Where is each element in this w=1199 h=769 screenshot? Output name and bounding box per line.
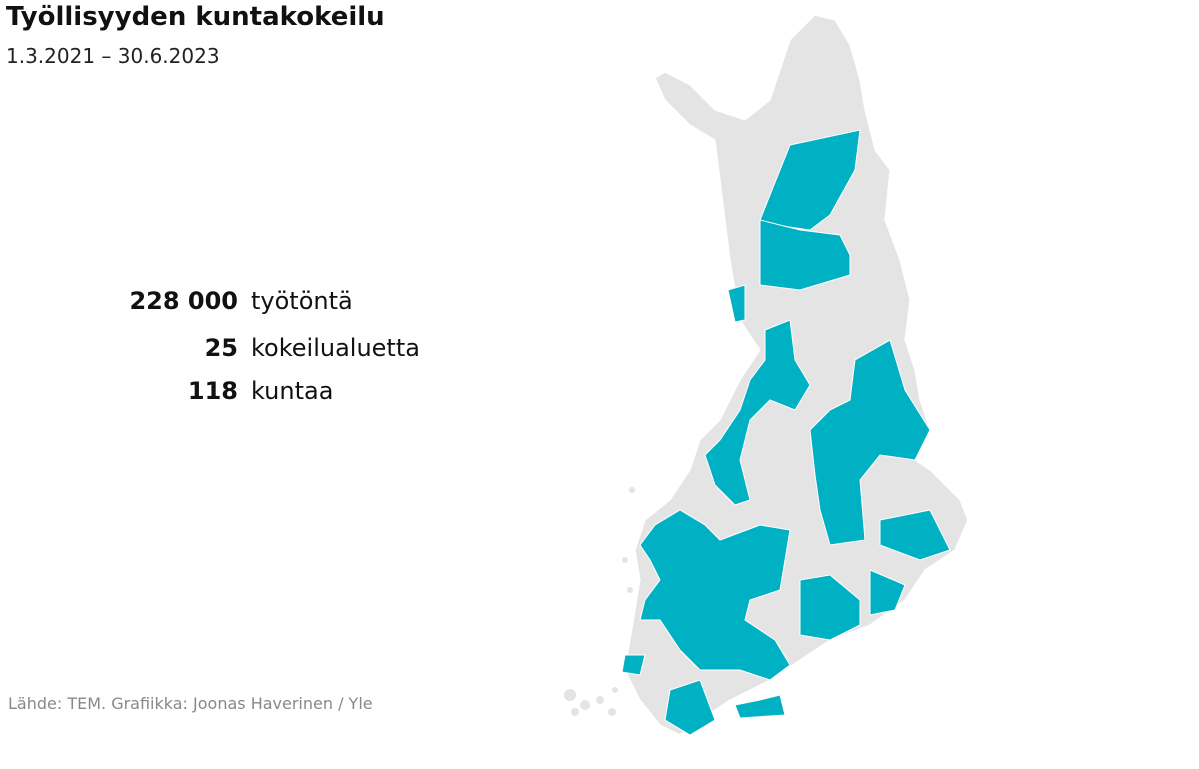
title: Työllisyyden kuntakokeilu [6, 2, 385, 32]
islands [564, 487, 635, 716]
stat-value: 25 [204, 334, 238, 362]
source: Lähde: TEM. Grafiikka: Joonas Haverinen … [8, 694, 373, 713]
stat-label: työtöntä [251, 287, 353, 315]
stat-value: 118 [187, 377, 238, 405]
trial-areas [621, 129, 951, 736]
subtitle: 1.3.2021 – 30.6.2023 [6, 44, 220, 68]
stat-label: kuntaa [251, 377, 334, 405]
stat-value: 228 000 [129, 287, 238, 315]
stat-label: kokeilualuetta [251, 334, 420, 362]
